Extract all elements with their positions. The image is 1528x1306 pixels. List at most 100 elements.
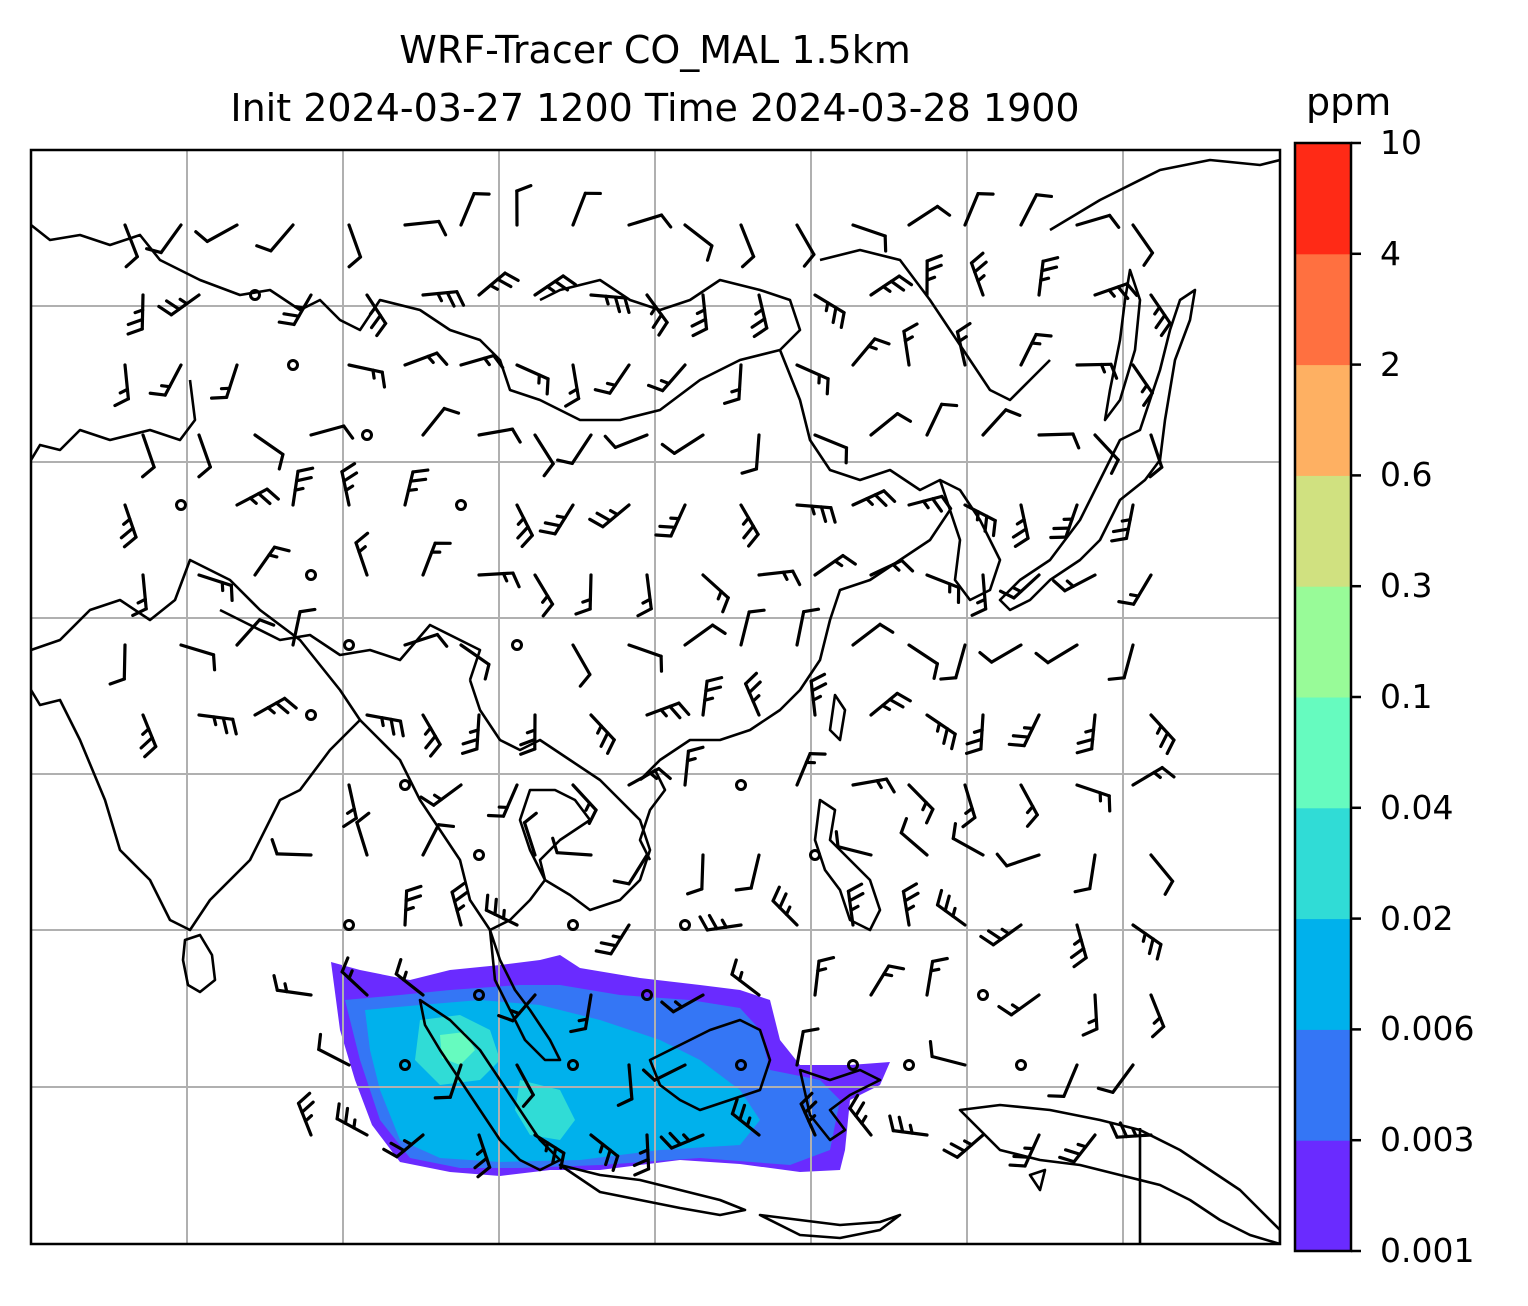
wind-barb <box>574 573 593 616</box>
wind-barb <box>641 1063 687 1082</box>
wind-barb <box>901 882 920 927</box>
wind-barb <box>342 783 358 829</box>
wind-barb <box>813 553 857 577</box>
wind-barb <box>1075 213 1121 229</box>
wind-barb <box>942 1133 985 1159</box>
wind-barb <box>556 433 593 465</box>
wind-barb <box>340 462 359 507</box>
coast-vietnam-border <box>638 768 667 861</box>
wind-barb <box>522 811 538 857</box>
wind-barb <box>194 223 239 244</box>
wind-barb <box>253 433 285 471</box>
wind-barb <box>899 817 929 857</box>
wind-barb <box>317 1032 351 1067</box>
wind-barb <box>433 1063 463 1100</box>
coast-himalaya-border <box>31 223 802 422</box>
tracer-band-peak <box>440 1032 475 1065</box>
calm-wind-circle <box>567 1059 579 1071</box>
wind-barb <box>964 713 985 755</box>
wind-barb <box>486 783 519 818</box>
colorbar-segment <box>1295 143 1351 255</box>
wind-barb <box>701 676 724 717</box>
wind-barb <box>636 573 653 618</box>
wind-barb <box>809 672 828 717</box>
calm-wind-circle <box>735 779 747 791</box>
coast-japan <box>998 288 1197 612</box>
wind-barb <box>253 696 298 717</box>
wind-barb <box>963 503 997 538</box>
wind-barb <box>335 1102 369 1137</box>
wind-barb <box>538 503 575 536</box>
wind-barb <box>459 192 491 227</box>
colorbar-segment <box>1295 807 1351 920</box>
wind-barb <box>148 363 183 397</box>
wind-barb <box>851 777 896 794</box>
calm-wind-circle <box>641 989 653 1001</box>
wind-barb <box>851 337 891 367</box>
wind-barb <box>995 852 1041 868</box>
wind-barb <box>594 923 631 956</box>
wind-barb <box>296 1091 315 1137</box>
wind-barb <box>981 408 1022 437</box>
wind-barb <box>686 853 705 896</box>
coast-sumatra <box>418 998 562 1172</box>
colorbar-segment <box>1295 586 1351 698</box>
colorbar-tick-label: 0.1 <box>1380 677 1433 716</box>
wind-barb <box>569 993 593 1034</box>
wind-barb <box>403 219 448 237</box>
wind-barb <box>925 713 957 751</box>
wind-barb <box>365 293 388 338</box>
wind-barb <box>1093 282 1139 301</box>
wind-barb <box>963 192 995 227</box>
wind-barb <box>1149 853 1175 896</box>
wind-barb <box>1008 1133 1041 1168</box>
wind-barb <box>907 783 935 825</box>
wind-barb <box>907 494 953 513</box>
wind-barb <box>403 351 449 367</box>
wind-barb <box>515 184 533 227</box>
wind-barb <box>813 293 846 330</box>
wind-barb <box>157 293 201 317</box>
wind-barb <box>113 363 130 408</box>
wind-barb <box>235 487 280 507</box>
calm-wind-circle <box>305 569 317 581</box>
wind-barb <box>935 888 967 927</box>
calm-wind-circle <box>343 919 355 931</box>
wind-barb <box>739 223 756 269</box>
colorbar-segment <box>1295 697 1351 809</box>
wind-barb <box>1019 193 1054 227</box>
wind-barb <box>616 1063 634 1107</box>
wind-barb <box>925 402 959 437</box>
colorbar-tick-label: 0.003 <box>1380 1120 1475 1160</box>
wind-barb <box>588 503 631 529</box>
wind-barb <box>683 745 705 787</box>
colorbar-tick-label: 0.04 <box>1380 787 1454 827</box>
wind-barb <box>1131 223 1155 267</box>
coast-russia-far-east <box>1049 158 1280 232</box>
wind-barb <box>1149 713 1176 756</box>
wind-barb <box>627 643 664 673</box>
wind-barb <box>139 713 158 759</box>
wind-barb <box>1149 993 1166 1039</box>
wind-barb <box>450 881 469 927</box>
wind-barb <box>421 541 452 577</box>
wind-barb <box>551 836 593 857</box>
wind-barb <box>1148 433 1164 479</box>
coast-border-west <box>31 379 197 461</box>
wind-barb <box>654 503 687 538</box>
wind-barb <box>739 608 766 647</box>
coast-sulawesi <box>798 1068 882 1142</box>
wind-barb <box>834 830 873 857</box>
wind-barb <box>403 632 449 648</box>
wind-barb <box>1011 503 1030 548</box>
tracer-field <box>331 955 890 1176</box>
wind-barb <box>846 882 865 927</box>
calm-wind-markers <box>175 289 1027 1071</box>
wind-barb <box>123 223 139 269</box>
calm-wind-circle <box>175 499 187 511</box>
wind-barb <box>750 293 769 339</box>
calm-wind-circle <box>343 639 355 651</box>
wind-barb <box>1019 783 1039 828</box>
colorbar-tick-label: 0.001 <box>1380 1231 1475 1270</box>
wind-barb <box>365 713 405 738</box>
